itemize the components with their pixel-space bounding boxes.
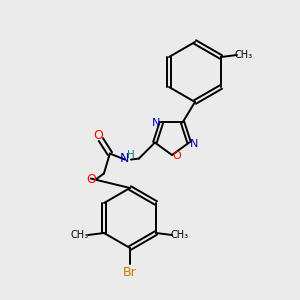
Text: O: O (172, 151, 182, 161)
Text: O: O (86, 173, 96, 186)
Text: H: H (127, 150, 135, 160)
Text: CH₃: CH₃ (171, 230, 189, 240)
Text: CH₃: CH₃ (235, 50, 253, 60)
Text: O: O (93, 129, 103, 142)
Text: N: N (120, 152, 130, 165)
Text: CH₃: CH₃ (71, 230, 89, 240)
Text: N: N (152, 118, 160, 128)
Text: Br: Br (123, 266, 137, 278)
Text: N: N (190, 139, 198, 148)
